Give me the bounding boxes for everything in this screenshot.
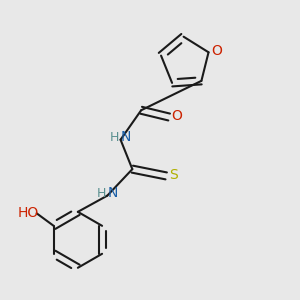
Text: H: H bbox=[110, 131, 119, 144]
Text: H: H bbox=[97, 187, 106, 200]
Text: N: N bbox=[107, 186, 118, 200]
Text: S: S bbox=[169, 168, 178, 182]
Text: O: O bbox=[171, 109, 182, 123]
Text: HO: HO bbox=[17, 206, 38, 220]
Text: N: N bbox=[121, 130, 131, 144]
Text: O: O bbox=[211, 44, 222, 58]
